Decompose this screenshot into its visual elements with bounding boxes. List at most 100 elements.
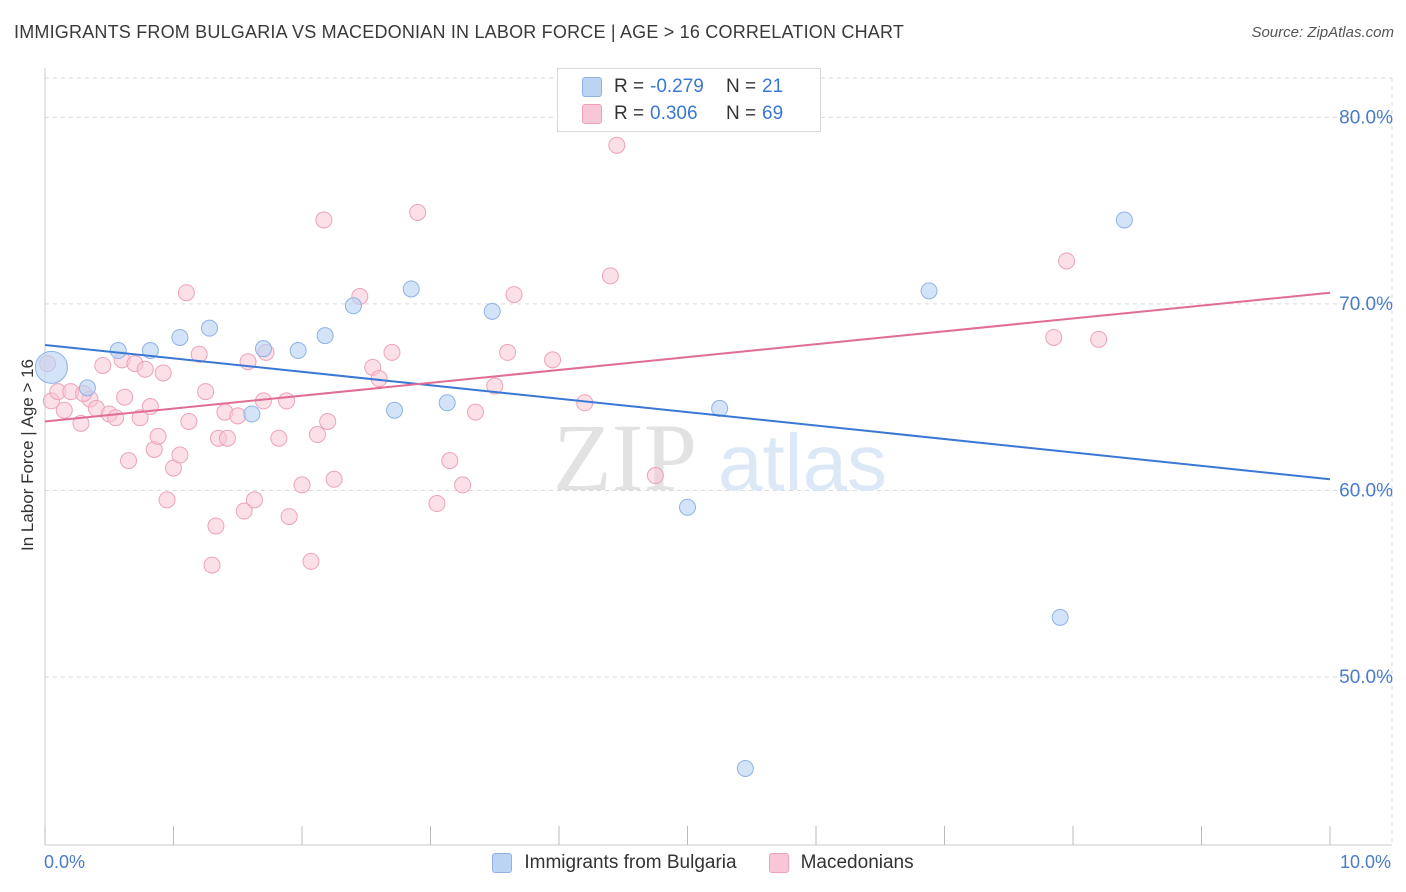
- y-tick-label: 60.0%: [1339, 480, 1393, 501]
- legend-r-label: R =: [614, 103, 645, 124]
- macedonians-point: [107, 409, 125, 427]
- macedonians-point: [383, 343, 401, 361]
- bulgaria-point: [254, 340, 272, 358]
- macedonians-point: [136, 360, 154, 378]
- macedonians-point: [203, 556, 221, 574]
- macedonians-point: [154, 364, 172, 382]
- macedonians-point: [278, 392, 296, 410]
- macedonians-point: [315, 211, 333, 229]
- bulgaria-point: [34, 350, 68, 384]
- macedonians-point: [158, 491, 176, 509]
- macedonians-point: [171, 446, 189, 464]
- bulgaria-point: [289, 342, 307, 360]
- macedonians-point: [646, 467, 664, 485]
- macedonians-point: [116, 388, 134, 406]
- macedonians-point: [207, 517, 225, 535]
- bulgaria-trend-line: [44, 343, 1331, 481]
- macedonians-point: [197, 383, 215, 401]
- legend-n-label: N =: [726, 103, 757, 124]
- bulgaria-point: [483, 302, 501, 320]
- macedonians-point: [149, 427, 167, 445]
- trend-lines: [44, 291, 1331, 481]
- bulgaria-point: [920, 282, 938, 300]
- macedonians-point: [302, 552, 320, 570]
- macedonians-point: [409, 203, 427, 221]
- bulgaria-point: [316, 327, 334, 345]
- legend-n-label: N =: [726, 76, 757, 97]
- legend-row-bulgaria: R = -0.279 N = 21: [582, 75, 783, 99]
- macedonians-point: [601, 267, 619, 285]
- y-tick-label: 80.0%: [1339, 107, 1393, 128]
- bulgaria-point: [386, 401, 404, 419]
- macedonians-point: [505, 286, 523, 304]
- legend-row-macedonians: R = 0.306 N = 69: [582, 102, 783, 126]
- macedonians-point: [280, 508, 298, 526]
- x-tick-max: 10.0%: [1340, 852, 1392, 872]
- macedonians-point: [131, 409, 149, 427]
- legend-n-value: 21: [762, 76, 784, 97]
- bulgaria-point: [1051, 608, 1069, 626]
- macedonians-point: [499, 343, 517, 361]
- legend-swatch-pink: [582, 104, 602, 124]
- macedonians-point: [441, 452, 459, 470]
- macedonians-trend-line: [44, 291, 1331, 423]
- macedonians-point: [325, 470, 343, 488]
- legend-swatch-blue: [582, 77, 602, 97]
- macedonians-point: [1045, 328, 1063, 346]
- axes: [44, 68, 1392, 846]
- macedonians-point: [235, 502, 253, 520]
- watermark-zip: ZIP: [553, 404, 697, 511]
- macedonians-point: [218, 429, 236, 447]
- bulgaria-point: [344, 297, 362, 315]
- macedonians-point: [1090, 330, 1108, 348]
- macedonians-point: [466, 403, 484, 421]
- watermark-atlas: atlas: [718, 418, 887, 507]
- macedonians-point: [180, 412, 198, 430]
- legend-swatch-blue: [492, 853, 513, 873]
- legend-swatch-pink: [768, 853, 789, 873]
- chart-title: IMMIGRANTS FROM BULGARIA VS MACEDONIAN I…: [14, 22, 905, 42]
- macedonians-point: [120, 452, 138, 470]
- macedonians-point: [1058, 252, 1076, 270]
- bulgaria-point: [402, 280, 420, 298]
- legend-r-value: 0.306: [650, 103, 698, 124]
- macedonians-point: [72, 414, 90, 432]
- macedonians-point: [55, 401, 73, 419]
- macedonians-point: [454, 476, 472, 494]
- legend-label-bulgaria: Immigrants from Bulgaria: [524, 852, 737, 873]
- bulgaria-point: [1115, 211, 1133, 229]
- macedonians-point: [94, 356, 112, 374]
- y-tick-label: 70.0%: [1339, 294, 1393, 315]
- legend-item-macedonians: Macedonians: [768, 852, 914, 874]
- bulgaria-point: [200, 319, 218, 337]
- macedonians-point: [308, 426, 326, 444]
- correlation-legend: R = -0.279 N = 21 R = 0.306 N = 69: [557, 68, 821, 132]
- macedonians-point: [428, 495, 446, 513]
- watermark: ZIP atlas: [553, 404, 887, 511]
- legend-label-macedonians: Macedonians: [800, 852, 914, 873]
- macedonians-point: [245, 491, 263, 509]
- macedonians-point: [608, 136, 626, 154]
- macedonians-point: [229, 407, 247, 425]
- legend-r-value: -0.279: [650, 76, 704, 97]
- bulgaria-point: [736, 760, 754, 777]
- macedonians-point: [319, 412, 337, 430]
- macedonians-point: [293, 476, 311, 494]
- legend-n-value: 69: [762, 103, 784, 124]
- legend-item-bulgaria: Immigrants from Bulgaria: [492, 852, 737, 874]
- bulgaria-point: [171, 328, 189, 346]
- series-bulgaria: [34, 211, 1133, 777]
- legend-r-label: R =: [614, 76, 645, 97]
- bulgaria-point: [438, 394, 456, 412]
- bulgaria-point: [243, 405, 261, 423]
- x-tick-min: 0.0%: [44, 852, 86, 872]
- macedonians-point: [177, 284, 195, 302]
- bulgaria-point: [78, 379, 96, 397]
- macedonians-point: [544, 351, 562, 369]
- y-tick-labels: 50.0% 60.0% 70.0% 80.0%: [1339, 107, 1393, 688]
- macedonians-point: [190, 345, 208, 363]
- y-tick-label: 50.0%: [1339, 667, 1393, 688]
- bulgaria-point: [679, 498, 696, 516]
- bulgaria-point: [109, 342, 127, 360]
